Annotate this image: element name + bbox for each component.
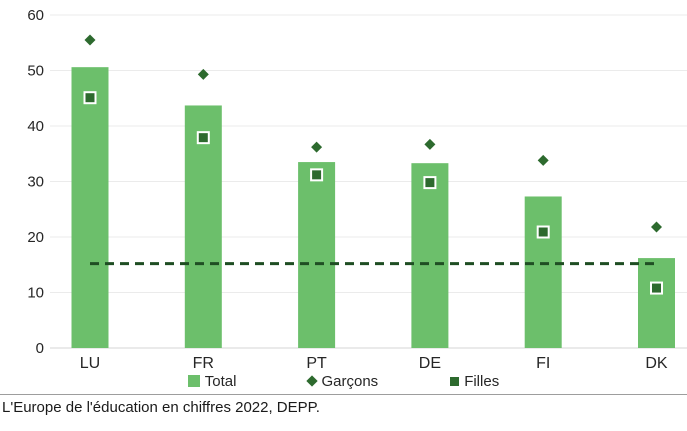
chart-legend: Total Garçons Filles (0, 371, 687, 391)
x-category-label: DE (419, 355, 441, 372)
bar-total (411, 163, 449, 348)
legend-label-total: Total (204, 372, 237, 390)
garcons-diamond-marker (84, 34, 96, 46)
column-chart: 0 10 20 30 40 50 60 LU FR PT DE FI DK (27, 7, 687, 372)
x-category-label: LU (80, 355, 100, 372)
legend-label-garcons: Garçons (321, 372, 379, 390)
legend-item-filles: Filles (450, 373, 499, 390)
garcons-diamond-marker (197, 68, 209, 80)
bar-total (298, 162, 336, 348)
y-tick-label: 50 (27, 63, 44, 80)
y-tick-label: 0 (36, 340, 44, 357)
bar-total (71, 67, 109, 349)
legend-item-garcons: Garçons (306, 372, 379, 390)
x-category-label: FR (193, 355, 214, 372)
garcons-diamond-marker (537, 154, 549, 166)
y-tick-label: 60 (27, 7, 44, 24)
filles-square-marker (650, 281, 663, 295)
filles-square-icon (450, 376, 460, 386)
y-tick-label: 20 (27, 229, 44, 246)
x-category-label: DK (645, 355, 668, 372)
bar-total (638, 258, 675, 348)
caption-divider (0, 394, 687, 395)
legend-label-filles: Filles (464, 372, 500, 390)
filles-square-marker (310, 168, 324, 182)
x-category-label: PT (306, 355, 327, 372)
garcons-diamond-icon (306, 375, 319, 387)
bar-total (524, 196, 562, 348)
y-tick-label: 40 (27, 118, 44, 135)
x-category-label: FI (536, 355, 550, 372)
garcons-diamond-marker (311, 141, 323, 153)
source-caption: L'Europe de l'éducation en chiffres 2022… (2, 399, 320, 416)
filles-square-marker (83, 91, 97, 105)
legend-item-total: Total (187, 372, 237, 390)
y-tick-label: 30 (27, 174, 44, 191)
garcons-diamond-marker (651, 221, 662, 233)
bar-total (184, 105, 222, 348)
total-swatch-icon (187, 375, 200, 387)
filles-square-marker (196, 131, 210, 145)
filles-square-marker (536, 225, 550, 239)
y-tick-label: 10 (27, 285, 44, 302)
garcons-diamond-marker (424, 138, 436, 150)
filles-square-marker (423, 176, 437, 190)
